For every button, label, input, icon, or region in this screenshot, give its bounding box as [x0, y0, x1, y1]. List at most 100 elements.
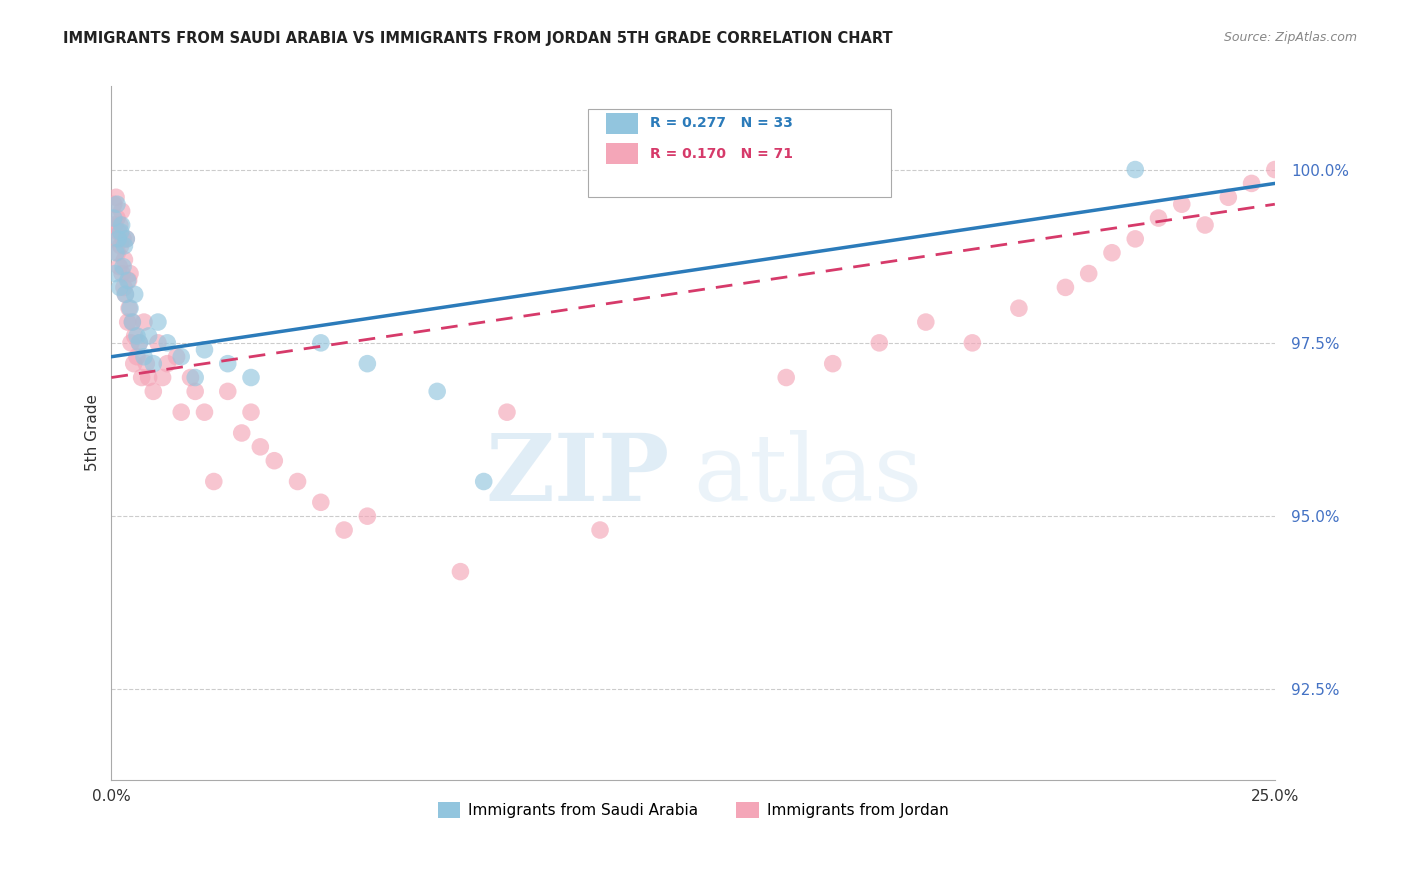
Point — [1077, 267, 1099, 281]
Point — [138, 329, 160, 343]
Point — [217, 384, 239, 399]
Text: R = 0.170   N = 71: R = 0.170 N = 71 — [650, 147, 793, 161]
Point — [1123, 162, 1146, 177]
Point — [775, 370, 797, 384]
Point — [152, 370, 174, 384]
Point — [142, 357, 165, 371]
Point — [333, 523, 356, 537]
Point — [132, 350, 155, 364]
Point — [112, 260, 135, 274]
Point — [146, 315, 169, 329]
Point — [114, 239, 136, 253]
Point — [124, 329, 146, 343]
Point — [166, 350, 188, 364]
Point — [309, 335, 332, 350]
Point — [114, 287, 136, 301]
Point — [193, 343, 215, 357]
Point — [105, 190, 128, 204]
Point — [121, 315, 143, 329]
Text: ZIP: ZIP — [485, 430, 669, 519]
Point — [496, 405, 519, 419]
Point — [115, 232, 138, 246]
Point — [1194, 218, 1216, 232]
Point — [146, 335, 169, 350]
Point — [104, 232, 127, 246]
Point — [104, 267, 127, 281]
Bar — [606, 112, 638, 134]
Point — [132, 315, 155, 329]
Point — [1101, 245, 1123, 260]
Point — [1054, 280, 1077, 294]
Point — [131, 370, 153, 384]
Point — [118, 267, 141, 281]
Point — [125, 350, 148, 364]
Point — [105, 211, 128, 225]
Point — [103, 197, 125, 211]
Point — [184, 384, 207, 399]
Bar — [606, 144, 638, 164]
Point — [118, 301, 141, 316]
Point — [120, 335, 142, 350]
Point — [1282, 177, 1305, 191]
Point — [107, 225, 129, 239]
Point — [309, 495, 332, 509]
Point — [180, 370, 202, 384]
Point — [156, 357, 179, 371]
Point — [125, 329, 148, 343]
Point — [111, 267, 134, 281]
Point — [107, 232, 129, 246]
Text: R = 0.277   N = 33: R = 0.277 N = 33 — [650, 116, 793, 130]
Point — [111, 218, 134, 232]
Point — [124, 287, 146, 301]
Point — [449, 565, 471, 579]
Point — [202, 475, 225, 489]
Point — [193, 405, 215, 419]
Point — [114, 287, 136, 301]
Point — [868, 335, 890, 350]
Point — [1123, 232, 1146, 246]
Text: IMMIGRANTS FROM SAUDI ARABIA VS IMMIGRANTS FROM JORDAN 5TH GRADE CORRELATION CHA: IMMIGRANTS FROM SAUDI ARABIA VS IMMIGRAN… — [63, 31, 893, 46]
Point — [231, 425, 253, 440]
Point — [112, 232, 135, 246]
Point — [107, 245, 129, 260]
Point — [472, 475, 495, 489]
Point — [121, 315, 143, 329]
Point — [170, 350, 193, 364]
Point — [589, 523, 612, 537]
Point — [426, 384, 449, 399]
Point — [128, 335, 150, 350]
Point — [962, 335, 984, 350]
Point — [111, 204, 134, 219]
Point — [135, 357, 157, 371]
Point — [117, 273, 139, 287]
Point — [914, 315, 936, 329]
Point — [1008, 301, 1031, 316]
Point — [356, 357, 378, 371]
Point — [1240, 177, 1263, 191]
Y-axis label: 5th Grade: 5th Grade — [86, 394, 100, 472]
Point — [287, 475, 309, 489]
Point — [821, 357, 844, 371]
Point — [128, 335, 150, 350]
Point — [1272, 197, 1295, 211]
Point — [184, 370, 207, 384]
Point — [110, 225, 132, 239]
Point — [240, 405, 263, 419]
Point — [263, 453, 285, 467]
Point — [112, 280, 135, 294]
Point — [105, 197, 128, 211]
Point — [170, 405, 193, 419]
Point — [114, 252, 136, 267]
Point — [104, 218, 127, 232]
Point — [108, 218, 131, 232]
Point — [105, 245, 128, 260]
Point — [117, 273, 139, 287]
Point — [1171, 197, 1194, 211]
Point — [110, 239, 132, 253]
Point — [108, 260, 131, 274]
Point — [108, 280, 131, 294]
Point — [217, 357, 239, 371]
Point — [156, 335, 179, 350]
Point — [103, 211, 125, 225]
Text: atlas: atlas — [693, 430, 922, 519]
